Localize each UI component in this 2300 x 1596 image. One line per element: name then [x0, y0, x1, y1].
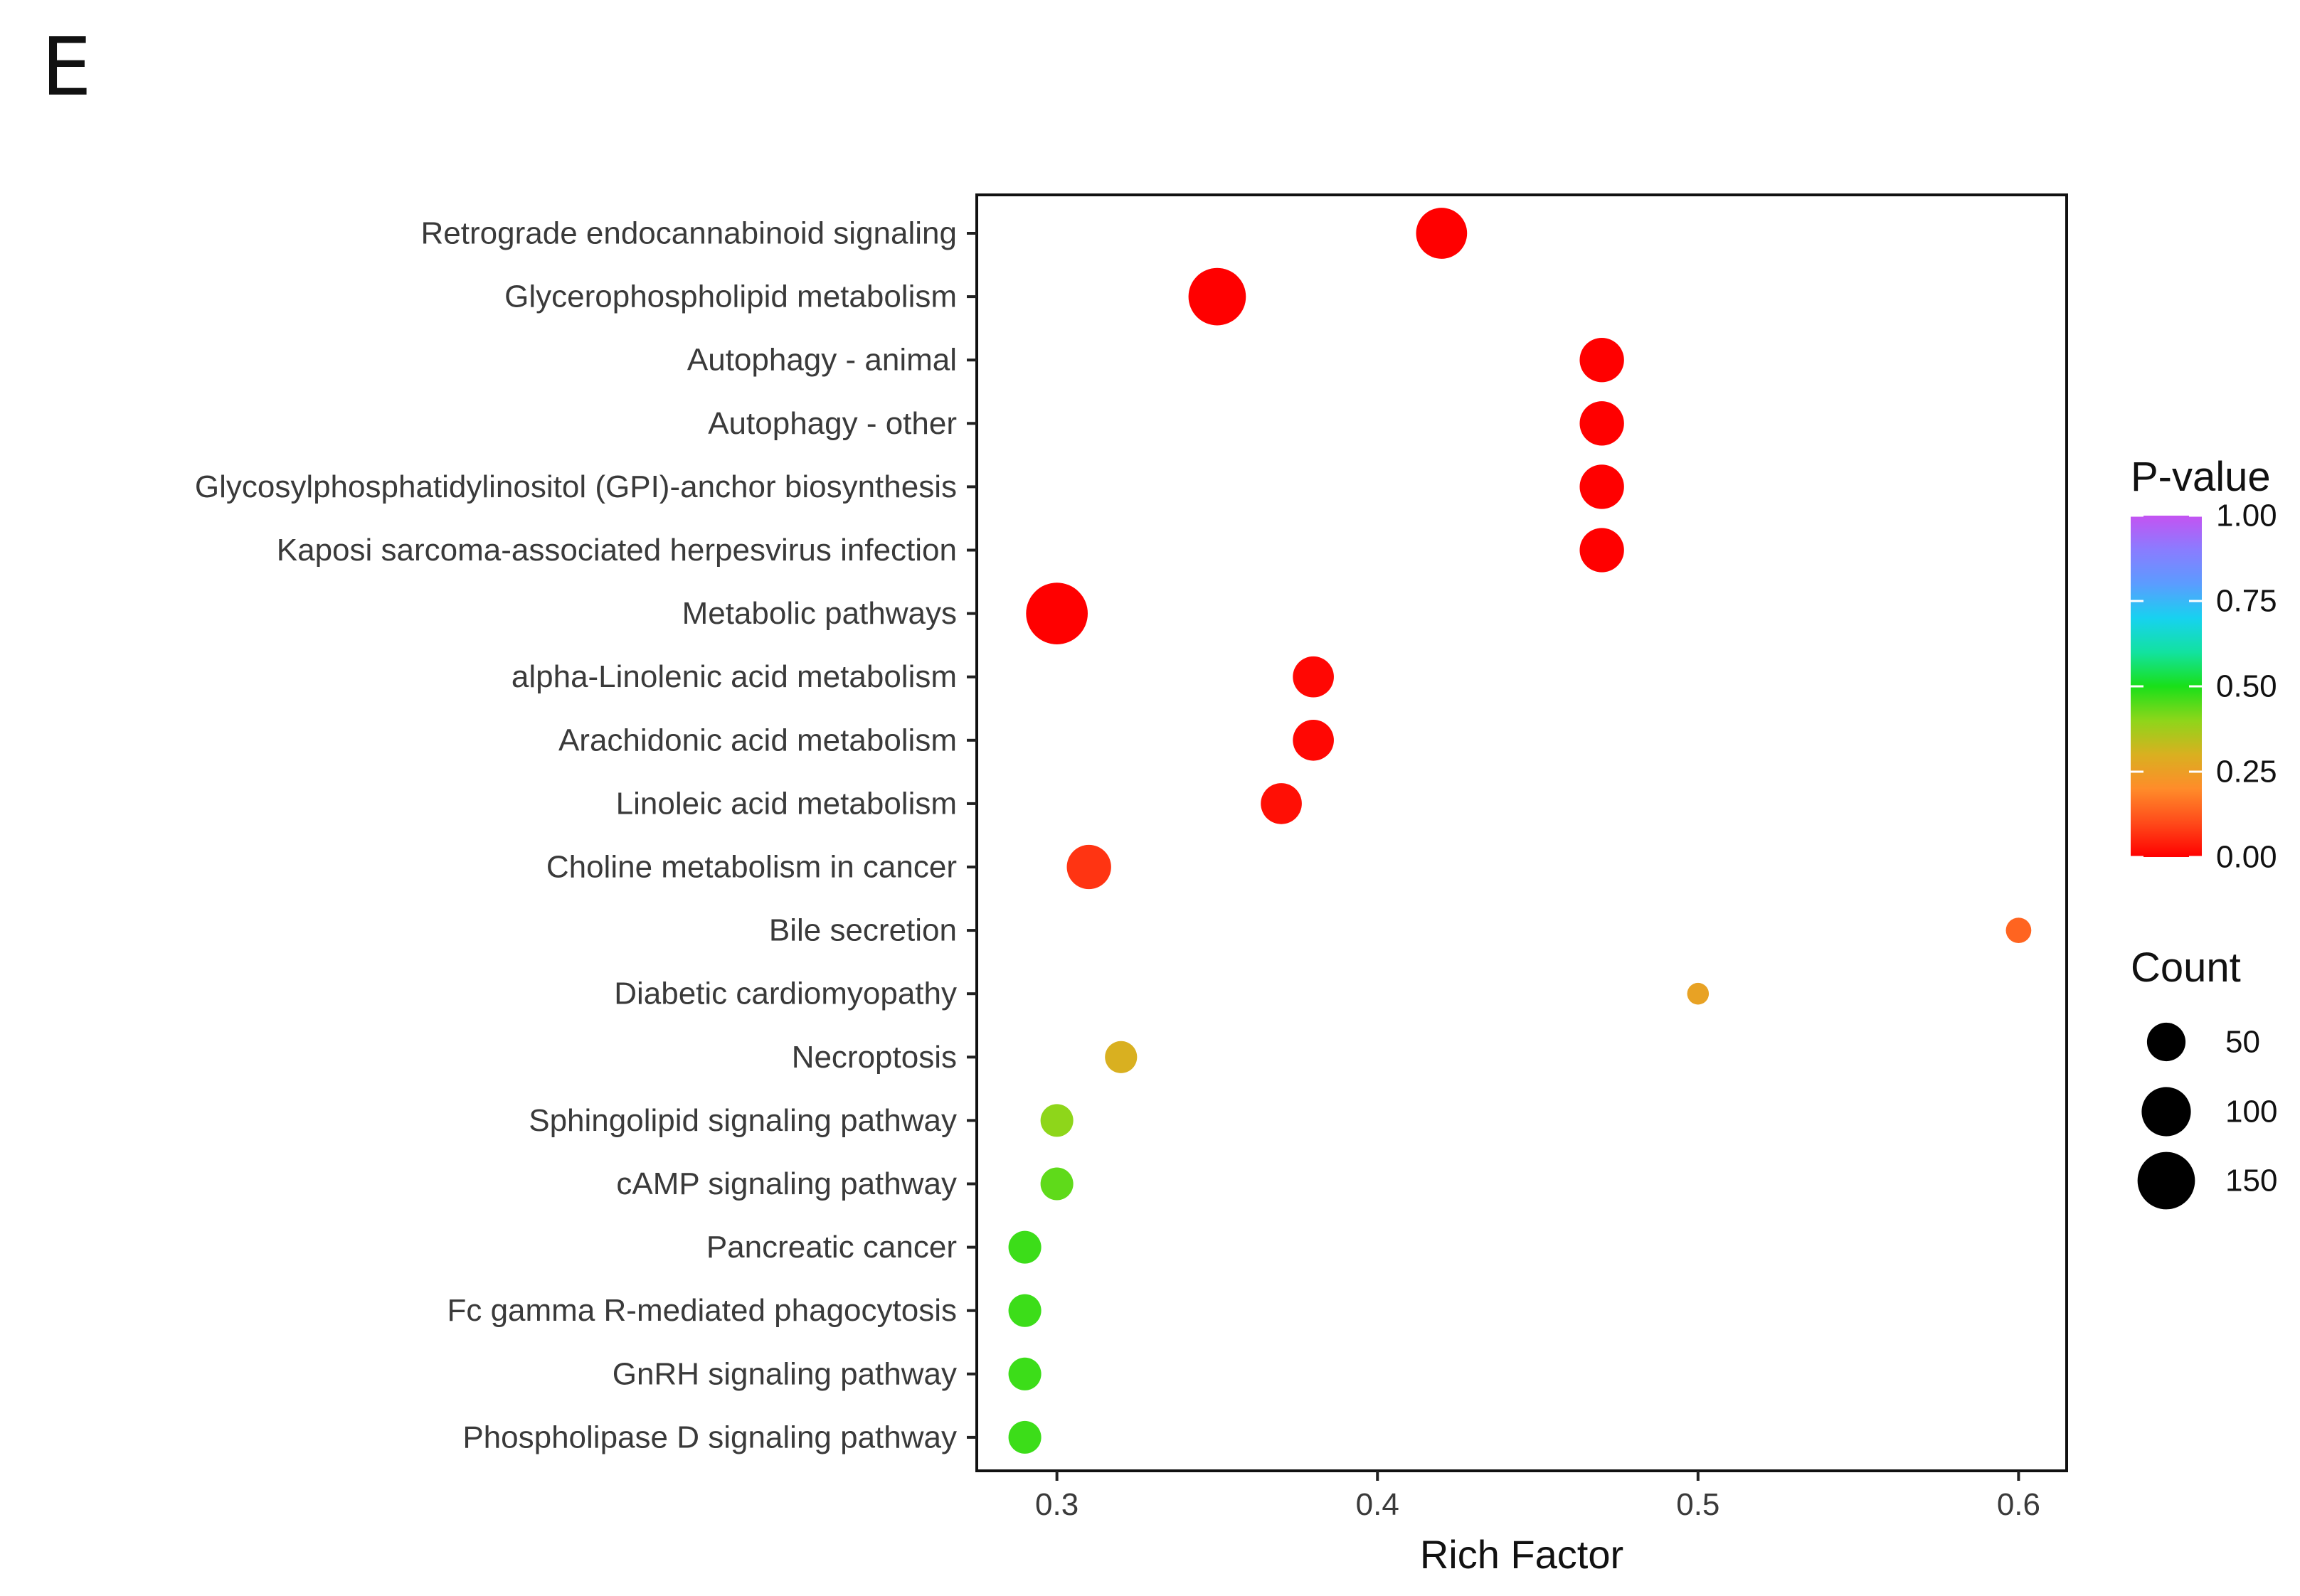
data-point[interactable]: [1293, 719, 1334, 761]
data-point[interactable]: [1040, 1104, 1074, 1137]
size-legend-label: 150: [2225, 1164, 2277, 1198]
x-tick-label: 0.3: [1035, 1487, 1079, 1522]
y-tick-label: cAMP signaling pathway: [616, 1166, 957, 1201]
y-tick-label: Fc gamma R-mediated phagocytosis: [447, 1293, 957, 1328]
panel-letter: E: [41, 21, 92, 114]
y-tick-label: Diabetic cardiomyopathy: [614, 977, 957, 1011]
color-legend-title: P-value: [2131, 454, 2271, 500]
y-tick-label: Bile secretion: [769, 913, 957, 948]
data-point[interactable]: [1066, 844, 1111, 890]
data-point[interactable]: [1261, 783, 1302, 824]
y-tick-label: Kaposi sarcoma-associated herpesvirus in…: [277, 533, 957, 568]
y-tick-label: Retrograde endocannabinoid signaling: [421, 216, 957, 251]
y-tick-label: Pancreatic cancer: [706, 1230, 957, 1265]
y-tick-label: Metabolic pathways: [682, 596, 957, 631]
data-point[interactable]: [1416, 208, 1468, 259]
y-tick-label: Necroptosis: [792, 1040, 957, 1075]
data-point[interactable]: [1188, 267, 1246, 326]
size-legend-title: Count: [2131, 945, 2241, 991]
data-point[interactable]: [1040, 1167, 1074, 1201]
color-bar-label: 0.75: [2216, 584, 2277, 619]
data-point[interactable]: [1008, 1420, 1042, 1454]
data-point[interactable]: [1105, 1041, 1138, 1073]
data-point[interactable]: [1008, 1357, 1042, 1390]
data-point[interactable]: [1687, 982, 1710, 1005]
y-tick-label: GnRH signaling pathway: [613, 1356, 957, 1391]
size-legend-dot: [2141, 1087, 2191, 1137]
y-tick-label: Autophagy - other: [708, 406, 957, 441]
y-tick-label: Phospholipase D signaling pathway: [462, 1420, 957, 1454]
data-point[interactable]: [1579, 401, 1624, 446]
size-legend-dot: [2137, 1151, 2195, 1210]
x-tick-label: 0.4: [1356, 1487, 1399, 1522]
y-tick-label: Glycosylphosphatidylinositol (GPI)-ancho…: [195, 469, 957, 504]
data-point[interactable]: [1008, 1230, 1042, 1264]
y-tick-label: Choline metabolism in cancer: [546, 850, 957, 885]
data-point[interactable]: [1026, 582, 1088, 644]
size-legend-dot: [2146, 1022, 2186, 1062]
y-tick-label: Arachidonic acid metabolism: [558, 723, 957, 757]
plot-panel: [975, 193, 2068, 1472]
color-bar-label: 0.00: [2216, 840, 2277, 875]
y-tick-label: alpha-Linolenic acid metabolism: [512, 659, 957, 694]
y-tick-label: Glycerophospholipid metabolism: [504, 280, 957, 314]
size-legend-label: 100: [2225, 1095, 2277, 1129]
data-point[interactable]: [1293, 656, 1334, 698]
color-bar-label: 0.25: [2216, 755, 2277, 789]
data-point[interactable]: [1579, 338, 1624, 383]
color-bar-label: 1.00: [2216, 499, 2277, 533]
color-bar-label: 0.50: [2216, 669, 2277, 704]
y-tick-label: Autophagy - animal: [687, 343, 957, 378]
x-tick-label: 0.6: [1997, 1487, 2040, 1522]
x-tick-label: 0.5: [1676, 1487, 1719, 1522]
data-point[interactable]: [1579, 464, 1624, 509]
data-point[interactable]: [2005, 917, 2032, 943]
x-axis-title: Rich Factor: [1420, 1532, 1623, 1577]
data-point[interactable]: [1579, 528, 1624, 573]
data-point[interactable]: [1008, 1294, 1042, 1327]
y-tick-label: Linoleic acid metabolism: [616, 786, 957, 821]
y-tick-label: Sphingolipid signaling pathway: [529, 1103, 957, 1138]
size-legend-label: 50: [2225, 1025, 2260, 1060]
